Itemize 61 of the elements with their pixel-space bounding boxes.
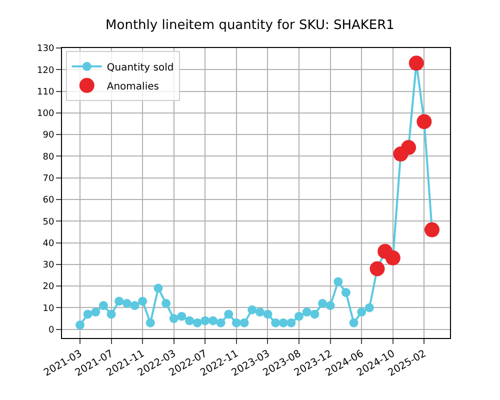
y-tick-label: 30 [42, 260, 54, 271]
point [318, 298, 327, 308]
point [162, 298, 171, 308]
point [408, 56, 424, 71]
y-tick-label: 0 [48, 325, 54, 336]
y-tick-label: 100 [37, 109, 54, 120]
point [278, 318, 288, 328]
point [185, 316, 194, 326]
point [286, 318, 296, 328]
point [169, 314, 178, 324]
y-tick-label: 130 [37, 44, 54, 54]
point [208, 316, 218, 326]
point [326, 301, 335, 310]
point [240, 318, 249, 328]
point [91, 308, 100, 317]
y-tick-label: 20 [42, 282, 54, 292]
point [271, 318, 280, 328]
point [192, 318, 202, 328]
point [177, 312, 186, 321]
y-tick-label: 120 [37, 66, 54, 76]
point [302, 308, 312, 317]
point [385, 250, 400, 266]
point [310, 310, 320, 319]
point [334, 277, 343, 286]
point [424, 222, 440, 238]
point [114, 296, 124, 306]
y-tick-label: 60 [42, 196, 54, 206]
point [106, 310, 116, 319]
point [200, 316, 210, 326]
y-tick-label: 40 [42, 238, 54, 249]
y-tick-label: 90 [42, 130, 54, 141]
point [364, 303, 374, 312]
point [216, 318, 226, 328]
y-tick-label: 70 [42, 174, 54, 184]
y-tick-label: 80 [42, 152, 54, 162]
point [98, 301, 108, 310]
point [138, 296, 148, 306]
point [401, 140, 416, 156]
chart-title: Monthly lineitem quantity for SKU: SHAKER1 [106, 18, 394, 34]
y-tick-label: 50 [42, 217, 54, 228]
y-tick-label: 10 [42, 304, 54, 314]
legend-label: Anomalies [106, 81, 159, 92]
point [255, 308, 264, 317]
point [122, 298, 132, 308]
y-tick-label: 110 [37, 87, 54, 98]
point [263, 310, 272, 319]
point [232, 318, 241, 328]
point [248, 305, 257, 314]
point [370, 261, 385, 276]
point [75, 320, 84, 330]
point [294, 312, 304, 321]
point [341, 288, 350, 298]
point [130, 301, 140, 310]
point [83, 310, 92, 319]
point [154, 284, 163, 293]
point [357, 308, 366, 317]
legend-label: Quantity sold [106, 62, 174, 74]
point [416, 114, 432, 130]
point [349, 318, 358, 328]
point [146, 318, 155, 328]
point [224, 310, 234, 319]
